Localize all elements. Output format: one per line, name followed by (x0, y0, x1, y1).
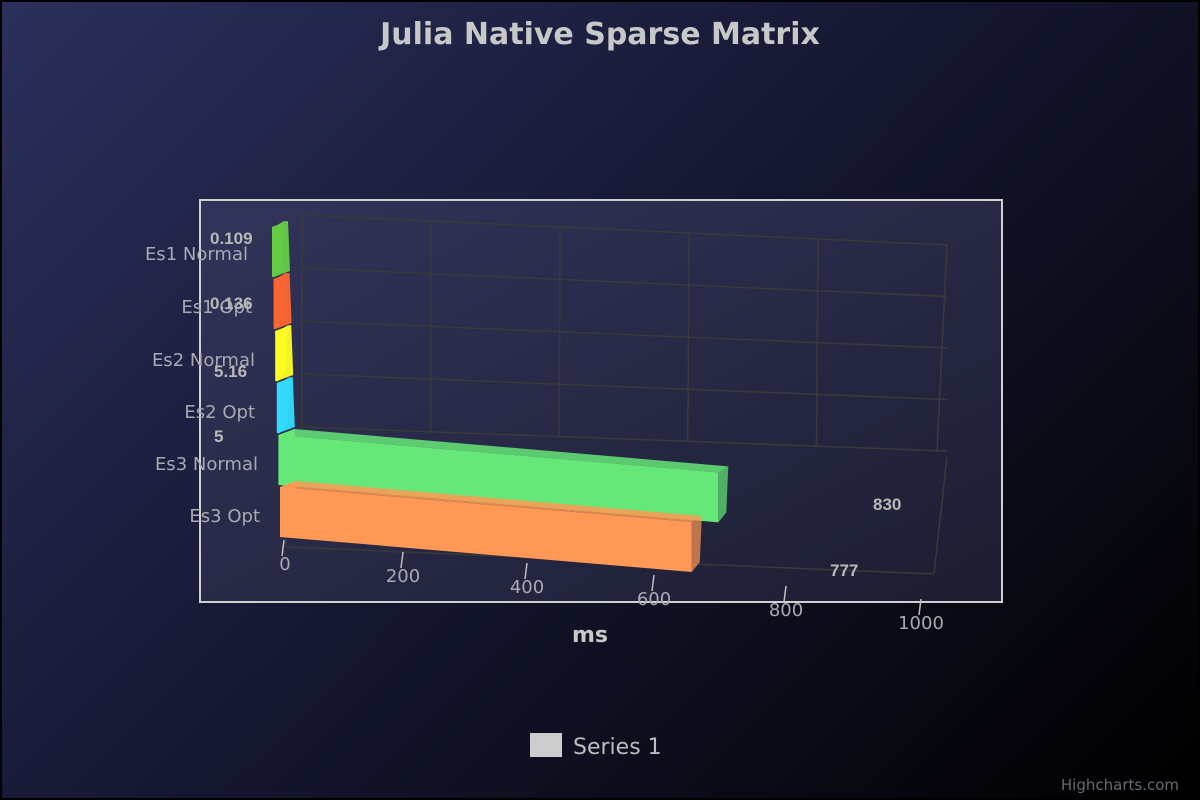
category-label: Es1 Opt (181, 297, 252, 318)
data-label: 0.136 (210, 294, 253, 313)
x-tick-mark (783, 585, 787, 603)
chart-title: Julia Native Sparse Matrix (378, 17, 820, 52)
category-label: Es2 Opt (184, 402, 255, 423)
grid-line-h (301, 267, 948, 298)
data-label: 777 (830, 561, 858, 580)
bar-front-face (278, 435, 719, 523)
x-axis-ticks: 0 200 400 600 800 1000 (279, 539, 944, 634)
floor-line (933, 456, 948, 575)
grid-line-h (301, 373, 948, 401)
x-tick-mark (651, 574, 655, 592)
bar-es1-normal[interactable] (272, 221, 290, 278)
credits-link[interactable]: Highcharts.com (1061, 776, 1179, 794)
bar-front-face (280, 487, 692, 572)
x-tick-label: 200 (386, 566, 420, 587)
bar-es2-opt[interactable] (276, 377, 295, 434)
x-tick-label: 600 (637, 589, 671, 610)
bar-left-face (275, 325, 294, 381)
bar-es3-normal[interactable] (278, 429, 729, 523)
bar-left-face (273, 273, 292, 329)
legend-swatch-series-1[interactable] (530, 733, 562, 757)
x-tick-label: 0 (279, 554, 290, 575)
x-tick-mark (281, 539, 285, 557)
grid-line-h (301, 320, 948, 349)
bar-side-face (691, 515, 702, 572)
bar-es1-opt[interactable] (273, 273, 292, 330)
legend-item-series-1[interactable]: Series 1 (573, 735, 662, 760)
data-label: 5 (214, 427, 223, 446)
bar-side-face (718, 466, 729, 523)
x-tick-label: 1000 (898, 613, 944, 634)
bar-left-face (272, 221, 290, 277)
category-label: Es2 Normal (152, 350, 255, 371)
data-label: 5.16 (214, 362, 247, 381)
category-label: Es3 Normal (155, 454, 258, 475)
bar-es2-normal[interactable] (275, 325, 294, 382)
grid-line-h (301, 214, 948, 246)
legend[interactable]: Series 1 (530, 733, 662, 760)
bar-left-face (276, 377, 295, 433)
data-label: 0.109 (210, 229, 253, 248)
bar-left-face (280, 481, 298, 537)
data-labels: 0.109 0.136 5.16 5 830 777 (210, 229, 901, 580)
grid-line-h (301, 426, 948, 452)
x-tick-mark (400, 551, 404, 569)
grid-lines (284, 214, 948, 575)
x-tick-label: 800 (769, 600, 803, 621)
x-tick-mark (918, 598, 922, 616)
bar-top-face (278, 429, 729, 473)
category-label: Es3 Opt (189, 506, 260, 527)
x-axis-title: ms (572, 623, 608, 648)
bar-top-face (280, 481, 702, 522)
data-label: 830 (873, 495, 901, 514)
category-label: Es1 Normal (145, 244, 248, 265)
bar-left-face (278, 429, 297, 485)
category-labels: Es1 Normal Es1 Opt Es2 Normal Es2 Opt Es3 No… (145, 244, 260, 527)
x-tick-label: 400 (510, 577, 544, 598)
bars-group (272, 221, 729, 572)
bar-es3-opt[interactable] (280, 481, 702, 572)
x-tick-mark (524, 562, 528, 580)
